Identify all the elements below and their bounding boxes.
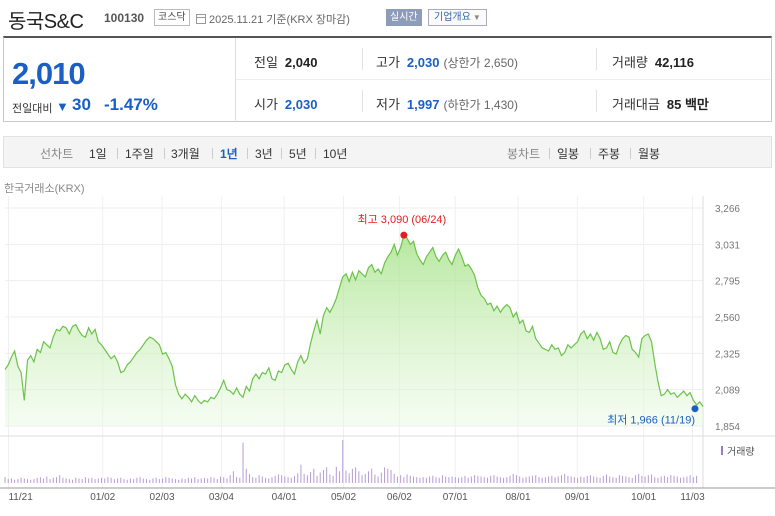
tab-3year[interactable]: 3년 [255,147,273,161]
price-chart-svg: 3,266 3,031 2,795 2,560 2,325 2,089 1,854 11/21… [0,196,775,503]
amount-unit: 백만 [684,97,709,112]
realtime-button[interactable]: 실시간 [386,9,422,26]
x-tick-label: 08/01 [506,492,531,503]
change-label: 전일대비 [12,103,53,115]
divider [596,90,597,112]
tab-3month[interactable]: 3개월 [171,147,200,161]
stock-name: 동국S&C [8,11,84,33]
high-label: 고가 [376,55,400,70]
calendar-icon [196,14,206,24]
stock-code: 100130 [104,11,145,25]
y-tick-label: 2,560 [715,313,740,324]
prev-close-cell: 전일 2,040 [254,52,317,71]
tab-1day[interactable]: 1일 [89,147,107,161]
stock-header: 동국S&C 100130 코스닥 2025.11.21 기준(KRX 장마감) … [0,0,775,36]
y-tick-label: 2,089 [715,386,740,397]
current-price-panel: 2,010 전일대비 ▼ 30 -1.47% [4,38,236,122]
line-chart-label: 선차트 [40,147,74,161]
price-detail-grid: 전일 2,040 고가 2,030 (상한가 2,650) 거래량 42,116 시가 2… [236,38,771,122]
chart-period-tabs: 선차트 1일 1주일 3개월 1년 3년 5년 10년 봉차트 일봉 주봉 월봉 [3,136,772,168]
y-tick-label: 1,854 [715,422,740,433]
lower-limit: (하한가 1,430) [443,98,518,112]
tab-1week[interactable]: 1주일 [125,147,154,161]
price-row-2: 시가 2,030 저가 1,997 (하한가 1,430) 거래대금 85 백만 [236,80,771,122]
divider [549,148,550,159]
amount-value: 85 [666,97,682,112]
x-tick-label: 02/03 [150,492,175,503]
amount-cell: 거래대금 85 백만 [612,94,709,113]
divider [596,48,597,70]
company-overview-dropdown[interactable]: 기업개요 ▼ [428,9,487,26]
volume-value: 42,116 [654,55,694,70]
tab-1year[interactable]: 1년 [220,147,238,161]
x-tick-label: 11/03 [680,492,705,503]
x-tick-label: 11/21 [8,492,33,503]
base-date-text: 2025.11.21 기준(KRX 장마감) [209,14,350,26]
tab-5year[interactable]: 5년 [289,147,307,161]
divider [281,148,282,159]
divider [362,48,363,70]
x-tick-label: 04/01 [272,492,297,503]
volume-legend-swatch [721,446,723,455]
x-tick-label: 06/02 [387,492,412,503]
price-line [4,234,704,407]
volume-legend-label: 거래량 [727,446,755,458]
candle-chart-label: 봉차트 [507,147,541,161]
change-percent: -1.47% [104,95,158,114]
y-tick-label: 2,795 [715,277,740,288]
tab-daily-candle[interactable]: 일봉 [557,147,580,161]
chevron-down-icon: ▼ [472,13,481,22]
divider [315,148,316,159]
price-summary: 2,010 전일대비 ▼ 30 -1.47% 전일 2,040 고가 2,030 (상… [3,36,772,122]
tab-monthly-candle[interactable]: 월봉 [638,147,661,161]
open-label: 시가 [254,97,278,112]
x-tick-label: 10/01 [631,492,656,503]
price-chart[interactable]: 3,266 3,031 2,795 2,560 2,325 2,089 1,854 11/21… [0,196,775,516]
low-label: 최저 1,966 (11/19) [607,414,695,427]
low-cell: 저가 1,997 (하한가 1,430) [376,94,518,113]
high-label: 최고 3,090 (06/24) [357,213,446,226]
high-cell: 고가 2,030 (상한가 2,650) [376,52,518,71]
current-price: 2,010 [12,56,86,91]
tab-weekly-candle[interactable]: 주봉 [598,147,621,161]
x-tick-label: 01/02 [90,492,115,503]
prev-close-label: 전일 [254,55,278,70]
base-date: 2025.11.21 기준(KRX 장마감) [196,11,350,27]
tab-10year[interactable]: 10년 [323,147,348,161]
amount-label: 거래대금 [612,97,660,112]
x-tick-label: 05/02 [331,492,356,503]
divider [590,148,591,159]
down-triangle-icon: ▼ [56,99,69,114]
price-row-1: 전일 2,040 고가 2,030 (상한가 2,650) 거래량 42,116 [236,38,771,80]
change-amount: 30 [72,95,91,114]
volume-label: 거래량 [612,55,648,70]
x-tick-label: 09/01 [565,492,590,503]
low-label: 저가 [376,97,400,112]
price-area [5,235,703,426]
low-marker [691,405,699,413]
prev-close-value: 2,040 [284,55,318,70]
volume-cell: 거래량 42,116 [612,52,694,71]
y-tick-label: 3,266 [715,204,740,215]
x-tick-label: 03/04 [209,492,234,503]
high-marker [400,231,408,239]
divider [247,148,248,159]
divider [362,90,363,112]
open-value: 2,030 [284,97,318,112]
low-value: 1,997 [406,97,440,112]
high-value: 2,030 [406,55,440,70]
divider [117,148,118,159]
divider [212,148,213,159]
upper-limit: (상한가 2,650) [443,56,518,70]
divider [630,148,631,159]
open-cell: 시가 2,030 [254,94,317,113]
company-overview-label: 기업개요 [434,12,471,23]
y-tick-label: 2,325 [715,349,740,360]
divider [164,148,165,159]
market-badge: 코스닥 [154,9,190,26]
y-tick-label: 3,031 [715,240,740,251]
exchange-label: 한국거래소(KRX) [4,183,85,195]
x-tick-label: 07/01 [443,492,468,503]
